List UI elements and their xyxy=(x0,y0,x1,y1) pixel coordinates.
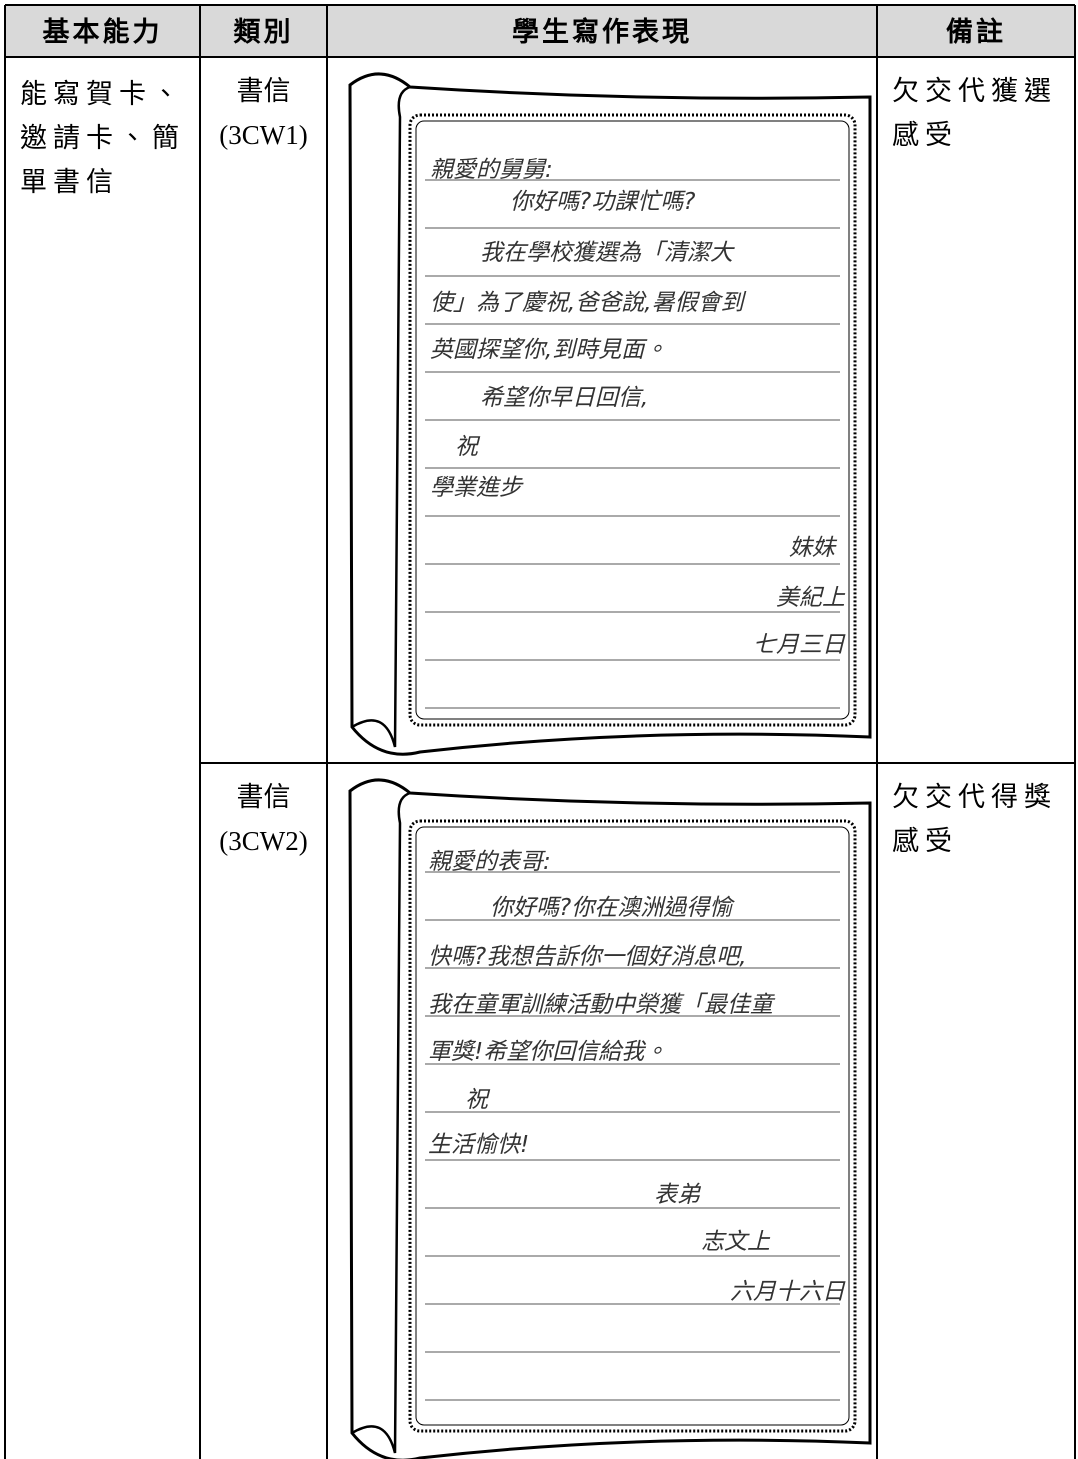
letter-line: 志文上 xyxy=(701,1229,770,1255)
book-outline xyxy=(348,778,872,1459)
letter-line: 英國探望你,到時見面。 xyxy=(430,337,668,363)
header-cell: 基本能力 xyxy=(42,17,163,47)
letter-line: 親愛的舅舅: xyxy=(430,157,553,183)
letter-line: 親愛的表哥: xyxy=(428,849,551,875)
letter-line: 表弟 xyxy=(654,1182,700,1208)
page-border xyxy=(408,113,857,727)
letter-line: 快嗎?我想告訴你一個好消息吧, xyxy=(428,944,747,970)
code: (3CW2) xyxy=(219,826,308,856)
page-border xyxy=(415,120,850,720)
category: 書信 xyxy=(236,782,291,812)
book-curl xyxy=(351,791,411,1454)
letter-line: 祝 xyxy=(455,434,478,460)
note: 欠交代獲選感受 xyxy=(892,76,1057,150)
letter-line: 你好嗎?功課忙嗎? xyxy=(510,189,696,215)
note: 欠交代得獎感受 xyxy=(892,782,1057,856)
letter-line: 美紀上 xyxy=(776,585,845,611)
page-border xyxy=(415,826,850,1426)
letter-line: 軍獎!希望你回信給我。 xyxy=(428,1039,668,1065)
header-cell: 學生寫作表現 xyxy=(512,17,692,47)
letter-line: 妹妹 xyxy=(789,535,835,561)
book-curl xyxy=(351,85,411,748)
letter-line: 你好嗎?你在澳洲過得愉 xyxy=(490,895,733,921)
code: (3CW1) xyxy=(219,120,308,150)
letter-line: 祝 xyxy=(465,1087,488,1113)
book-outline xyxy=(348,72,872,756)
letter-line: 六月十六日 xyxy=(730,1279,845,1305)
letter-line: 我在學校獲選為「清潔大 xyxy=(480,240,733,266)
header-bg xyxy=(5,5,1075,57)
category: 書信 xyxy=(236,76,291,106)
letter-line: 我在童軍訓練活動中榮獲「最佳童 xyxy=(428,992,773,1018)
letter-line: 七月三日 xyxy=(753,632,845,658)
header-cell: 類別 xyxy=(233,17,294,47)
page-border xyxy=(408,819,857,1433)
letter-line: 學業進步 xyxy=(430,475,522,501)
header-cell: 備註 xyxy=(946,17,1006,47)
letter-line: 使」為了慶祝,爸爸說,暑假會到 xyxy=(430,290,744,316)
ability: 能寫賀卡、邀請卡、簡單書信 xyxy=(20,79,185,197)
letter-line: 希望你早日回信, xyxy=(480,385,649,411)
letter-line: 生活愉快! xyxy=(428,1132,530,1158)
